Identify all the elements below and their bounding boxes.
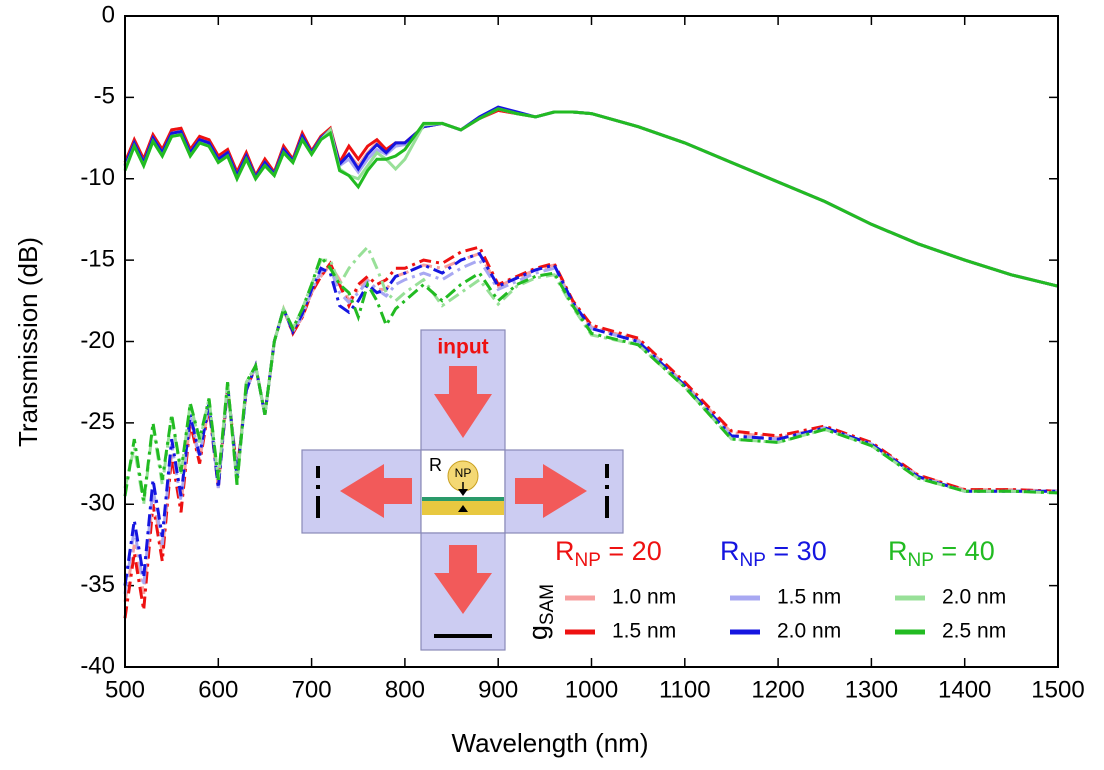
x-tick-label: 1500	[1031, 676, 1084, 703]
legend-group-title: RNP = 40	[888, 536, 995, 571]
y-tick-label: -30	[80, 490, 115, 517]
x-tick-label: 1100	[659, 676, 711, 703]
inset-r: R	[429, 455, 442, 475]
plot-frame	[124, 15, 1059, 668]
inset-input: input	[437, 336, 488, 359]
legend-group-r: R	[888, 536, 908, 566]
y-axis-label: Transmission (dB)	[13, 237, 43, 447]
y-tick-label: -20	[80, 327, 115, 354]
y-tick-label: -25	[80, 408, 115, 435]
x-tick-label: 700	[292, 676, 332, 703]
legend-label: 2.0 nm	[777, 620, 841, 643]
legend-group-eq: = 30	[766, 536, 827, 566]
arrow	[515, 464, 587, 518]
y-tick-label: -35	[80, 571, 115, 598]
x-tick-label: 600	[198, 676, 238, 703]
line	[123, 107, 1059, 288]
x-tick-label: 900	[478, 676, 518, 703]
line	[123, 107, 1059, 288]
line	[123, 108, 1059, 288]
legend-group-eq: = 20	[601, 536, 662, 566]
x-axis-label: Wavelength (nm)	[452, 728, 649, 758]
x-tick-label: 500	[105, 676, 145, 703]
sam-layer	[422, 497, 504, 501]
legend-group-r: R	[720, 536, 740, 566]
cross-line	[123, 258, 1058, 595]
legend-label: 1.0 nm	[612, 586, 676, 609]
legend-group-eq: = 40	[934, 536, 995, 566]
legend-label: 1.5 nm	[612, 620, 676, 643]
arrow	[340, 464, 412, 518]
y-tick-label: 0	[102, 1, 115, 28]
line	[123, 108, 1059, 288]
x-tick-label: 1200	[751, 676, 804, 703]
legend-group-sub: NP	[908, 550, 934, 571]
legend-group-sub: NP	[740, 550, 766, 571]
legend-group-sub: NP	[575, 550, 601, 571]
cross-line	[123, 253, 1059, 502]
gap-arrow	[458, 505, 468, 512]
arrow	[434, 545, 492, 614]
legend-group-title: RNP = 30	[720, 536, 827, 571]
y-tick-label: -40	[80, 652, 115, 679]
legend-label: 2.5 nm	[942, 620, 1006, 643]
legend-g: gSAM	[523, 584, 558, 640]
y-tick-label: -10	[80, 164, 115, 191]
cross-line	[123, 251, 1058, 586]
x-tick-label: 1000	[565, 676, 618, 703]
y-tick-label: -15	[80, 245, 115, 272]
legend-g-main: g	[523, 625, 553, 640]
line	[123, 105, 1059, 288]
inset-diagram: input R NP	[301, 329, 624, 651]
arrow	[434, 366, 492, 438]
gap-arrow	[458, 489, 468, 496]
legend-g-sub: SAM	[537, 584, 558, 625]
legend-group-title: RNP = 20	[555, 536, 662, 571]
plot-area: -40 -35 -30 -25 -20 -15 -10 -5 0 500 600 700 800 900 1…	[80, 1, 1084, 703]
x-tick-label: 1400	[938, 676, 991, 703]
x-tick-label: 1300	[845, 676, 898, 703]
inset-np: NP	[455, 466, 472, 480]
legend-group-r: R	[555, 536, 575, 566]
y-tick-label: -5	[94, 83, 115, 110]
legend-label: 1.5 nm	[777, 586, 841, 609]
line	[123, 107, 1059, 288]
x-tick-label: 800	[385, 676, 425, 703]
legend-label: 2.0 nm	[942, 586, 1006, 609]
